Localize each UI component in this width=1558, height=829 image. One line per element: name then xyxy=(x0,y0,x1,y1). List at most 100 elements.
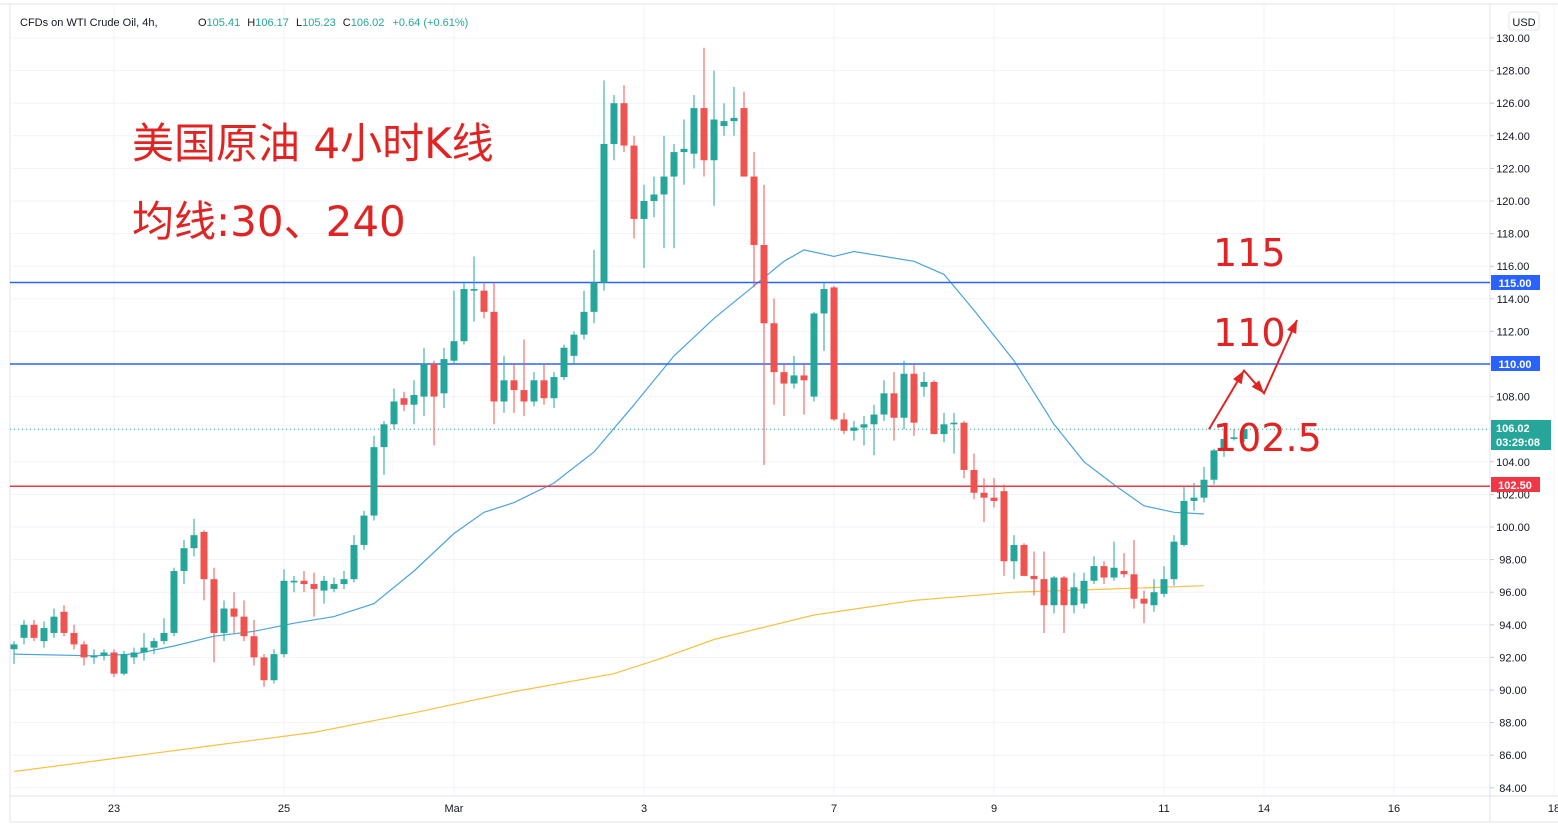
candle-body xyxy=(940,424,948,435)
candle-body xyxy=(410,394,418,405)
candle-body xyxy=(520,390,528,402)
arrowhead-down xyxy=(1251,380,1264,394)
candle-body xyxy=(1080,580,1088,604)
candle xyxy=(200,530,208,601)
candle xyxy=(1140,590,1148,624)
candle xyxy=(140,632,148,661)
candle-body xyxy=(430,364,438,397)
candle-body xyxy=(880,393,888,415)
candle xyxy=(750,152,758,288)
x-tick-label: 7 xyxy=(831,803,837,815)
candle xyxy=(240,600,248,642)
candle xyxy=(410,380,418,425)
candle xyxy=(780,364,788,417)
candle-body xyxy=(500,380,508,402)
horizontal-levels[interactable] xyxy=(10,281,1490,488)
time-axis[interactable]: 2325Mar3791114161821 xyxy=(108,803,1558,815)
candle-body xyxy=(810,313,818,397)
candle-body xyxy=(1150,592,1158,606)
candle-body xyxy=(630,145,638,219)
candle-body xyxy=(190,535,198,549)
y-tick-label: 108.00 xyxy=(1496,392,1530,404)
close-value: 106.02 xyxy=(351,17,385,29)
candle xyxy=(500,355,508,413)
candle-body xyxy=(120,654,128,674)
candle-body xyxy=(180,548,188,572)
candle-body xyxy=(370,447,378,516)
candle xyxy=(160,618,168,645)
y-tick-label: 102.00 xyxy=(1496,489,1530,501)
candles-layer[interactable] xyxy=(10,47,1248,687)
y-tick-label: 100.00 xyxy=(1496,522,1530,534)
candle-body xyxy=(90,655,98,658)
svg-text:102.50: 102.50 xyxy=(1498,480,1532,492)
candle-body xyxy=(360,515,368,545)
candle-body xyxy=(210,579,218,633)
svg-text:110.00: 110.00 xyxy=(1498,359,1531,371)
candle-body xyxy=(170,571,178,633)
candle-body xyxy=(420,364,428,397)
candle xyxy=(390,388,398,430)
candle xyxy=(540,364,548,405)
candle xyxy=(520,339,528,417)
candle xyxy=(60,605,68,637)
candle-body xyxy=(1210,450,1218,480)
candle xyxy=(380,421,388,475)
candle xyxy=(190,518,198,557)
currency-badge[interactable] xyxy=(1508,11,1540,31)
x-tick-label: 23 xyxy=(108,803,120,815)
candle-body xyxy=(990,497,998,501)
y-tick-label: 94.00 xyxy=(1499,620,1527,632)
candle xyxy=(980,478,988,523)
y-tick-label: 120.00 xyxy=(1496,196,1530,208)
low-label: L xyxy=(296,17,302,29)
candle-body xyxy=(160,632,168,642)
title-annotation: 美国原油 4小时K线 xyxy=(132,119,494,168)
candle-body xyxy=(220,608,228,633)
candle-body xyxy=(330,584,338,589)
candle xyxy=(1130,540,1138,609)
y-tick-label: 128.00 xyxy=(1496,66,1530,78)
candle xyxy=(940,412,948,443)
candle-body xyxy=(960,422,968,470)
candle xyxy=(280,569,288,658)
y-tick-label: 116.00 xyxy=(1497,261,1530,273)
candle-body xyxy=(900,373,908,418)
candle xyxy=(50,608,58,638)
candle xyxy=(650,176,658,218)
candle-body xyxy=(470,289,478,291)
candle-body xyxy=(1130,574,1138,599)
candle xyxy=(440,347,448,409)
candle xyxy=(230,592,238,633)
candle xyxy=(580,290,588,340)
candle xyxy=(510,364,518,413)
x-tick-label: Mar xyxy=(445,803,464,815)
level-115-annotation: 115 xyxy=(1213,231,1286,275)
candle-body xyxy=(1220,438,1228,451)
candle xyxy=(1240,425,1248,443)
candle xyxy=(930,380,938,435)
candle-body xyxy=(980,492,988,498)
x-tick-label: 14 xyxy=(1258,803,1270,815)
candle-body xyxy=(450,341,458,361)
candle-body xyxy=(20,624,28,638)
candle xyxy=(890,372,898,441)
level-110-annotation: 110 xyxy=(1213,311,1286,355)
y-tick-label: 130.00 xyxy=(1496,33,1530,45)
y-tick-label: 122.00 xyxy=(1496,163,1530,175)
tag-110: 110.00 xyxy=(1491,356,1540,371)
y-tick-label: 118.00 xyxy=(1497,229,1530,241)
candle-body xyxy=(460,289,468,342)
y-tick-label: 104.00 xyxy=(1496,457,1530,469)
candle xyxy=(900,360,908,430)
candle-body xyxy=(590,282,598,312)
candle xyxy=(320,575,328,604)
candle-body xyxy=(740,108,748,177)
candle-body xyxy=(640,201,648,219)
candle-body xyxy=(1090,566,1098,581)
candle xyxy=(480,282,488,319)
candle xyxy=(680,119,688,185)
candle xyxy=(1120,553,1128,578)
candle xyxy=(640,184,648,268)
symbol-label[interactable]: CFDs on WTI Crude Oil, 4h, xyxy=(20,17,158,29)
